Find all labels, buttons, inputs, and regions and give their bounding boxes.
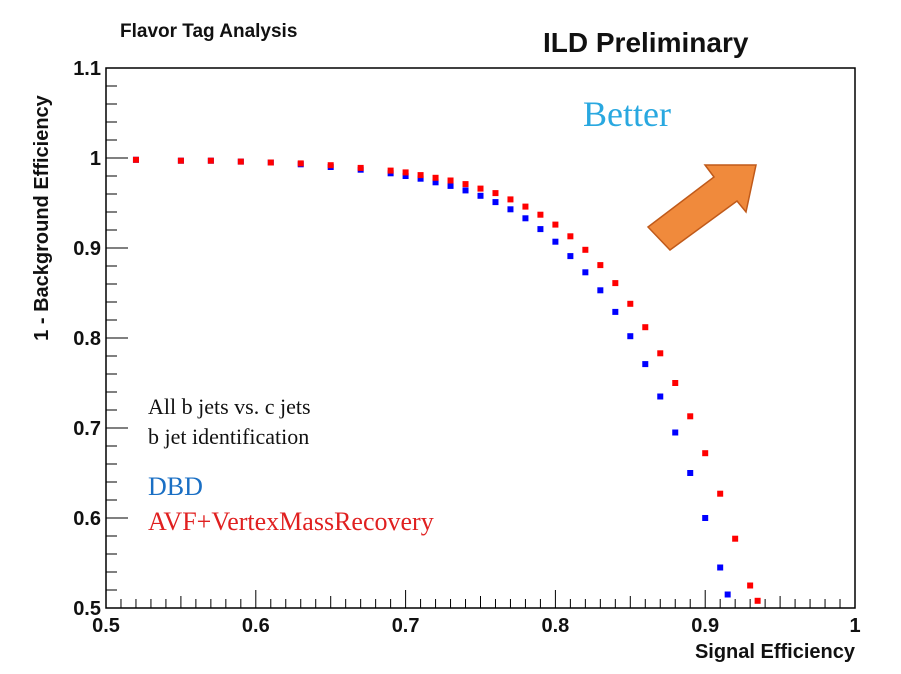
data-point: [177, 157, 184, 164]
data-point: [657, 350, 664, 357]
y-tick-label: 1.1: [73, 58, 101, 80]
legend-entry-avf: AVF+VertexMassRecovery: [148, 507, 434, 536]
x-tick-label: 0.5: [92, 615, 120, 637]
data-point: [612, 308, 619, 315]
data-point: [507, 196, 514, 203]
data-point: [672, 380, 679, 386]
data-point: [132, 156, 139, 163]
x-axis-label: Signal Efficiency: [695, 641, 856, 663]
data-point: [552, 238, 559, 245]
data-point: [717, 490, 724, 497]
data-point: [207, 157, 214, 164]
data-point: [672, 429, 679, 436]
experiment-label: ILD Preliminary: [543, 27, 749, 58]
y-tick-label: 0.6: [73, 508, 101, 530]
data-point: [627, 333, 634, 340]
data-point: [492, 199, 499, 206]
chart-title: Flavor Tag Analysis: [120, 21, 297, 42]
data-point: [724, 591, 731, 598]
data-point: [477, 185, 484, 192]
data-point: [447, 177, 454, 184]
selection-text-line2: b jet identification: [148, 424, 309, 449]
data-point: [732, 535, 739, 542]
series-avf: [132, 156, 761, 604]
data-point: [417, 175, 424, 182]
y-tick-label: 0.5: [73, 598, 101, 620]
data-point: [612, 280, 619, 287]
data-point: [402, 169, 409, 176]
data-point: [754, 597, 761, 604]
data-point: [417, 172, 424, 179]
data-point: [297, 160, 304, 167]
data-point: [387, 167, 394, 174]
selection-text-line1: All b jets vs. c jets: [148, 394, 311, 419]
data-point: [642, 361, 649, 368]
data-point: [552, 221, 559, 228]
data-point: [522, 203, 529, 210]
data-point: [567, 233, 574, 240]
data-point: [747, 582, 754, 589]
data-point: [657, 393, 664, 400]
data-point: [267, 159, 274, 166]
data-point: [597, 262, 604, 269]
y-tick-label: 0.7: [73, 418, 101, 440]
x-tick-label: 0.8: [541, 615, 569, 637]
data-point: [642, 324, 649, 331]
x-tick-label: 0.6: [242, 615, 270, 637]
x-tick-label: 1: [849, 615, 860, 637]
data-point: [702, 450, 709, 457]
data-point: [327, 162, 334, 169]
data-point: [462, 187, 469, 194]
data-point: [687, 470, 694, 476]
data-point: [702, 515, 709, 521]
series-layer: [132, 156, 761, 604]
data-point: [567, 253, 574, 260]
data-point: [492, 190, 499, 197]
data-point: [477, 192, 484, 199]
data-point: [537, 211, 544, 218]
y-tick-label: 0.8: [73, 328, 101, 350]
x-tick-label: 0.9: [691, 615, 719, 637]
data-point: [522, 215, 529, 222]
data-point: [432, 174, 439, 181]
data-point: [627, 300, 634, 307]
y-axis: 0.5 0.6 0.7 0.8 0.9 1 1.1: [73, 58, 128, 620]
y-tick-label: 1: [90, 148, 101, 170]
data-point: [507, 206, 514, 213]
data-point: [462, 181, 469, 188]
x-tick-label: 0.7: [392, 615, 420, 637]
y-tick-label: 0.9: [73, 238, 101, 260]
data-point: [237, 158, 244, 165]
data-point: [447, 182, 454, 189]
x-axis: 0.5 0.6 0.7 0.8 0.9 1: [92, 590, 861, 637]
data-point: [357, 164, 364, 171]
better-arrow: [646, 164, 757, 251]
legend-entry-dbd: DBD: [148, 472, 203, 501]
data-point: [582, 246, 589, 253]
data-point: [537, 226, 544, 233]
data-point: [582, 269, 589, 276]
y-axis-label: 1 - Background Efficiency: [31, 94, 53, 340]
data-point: [717, 564, 724, 571]
data-point: [687, 413, 694, 420]
data-point: [432, 179, 439, 186]
better-annotation: Better: [583, 94, 671, 134]
data-point: [597, 287, 604, 294]
data-point: [402, 173, 409, 179]
